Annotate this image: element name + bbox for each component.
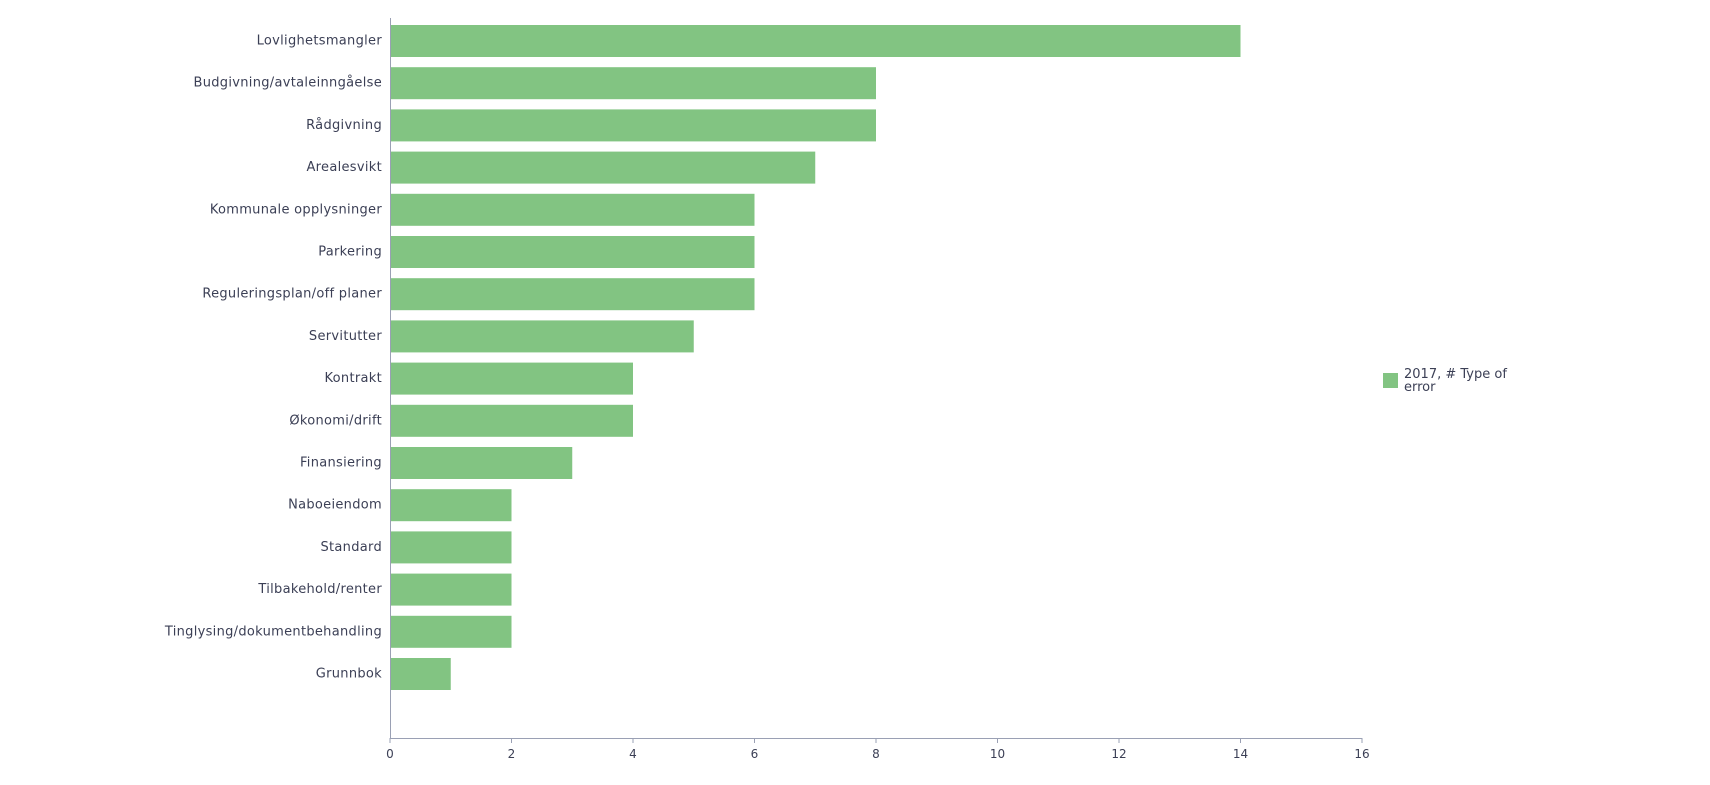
- legend-swatch[interactable]: [1383, 373, 1398, 388]
- bar[interactable]: [391, 193, 755, 226]
- bars-group: [391, 25, 1241, 690]
- x-tick-label: 10: [990, 747, 1005, 761]
- bar[interactable]: [391, 658, 451, 690]
- x-tick-label: 4: [629, 747, 637, 761]
- legend[interactable]: 2017, # Type of error: [1383, 367, 1507, 395]
- bar[interactable]: [391, 489, 512, 522]
- x-tick-label: 2: [508, 747, 516, 761]
- category-label: Budgivning/avtaleinngåelse: [193, 76, 382, 91]
- category-label: Tilbakehold/renter: [257, 582, 382, 597]
- bar[interactable]: [391, 573, 512, 606]
- category-label: Naboeiendom: [288, 498, 382, 513]
- x-tick-label: 14: [1233, 747, 1248, 761]
- bar[interactable]: [391, 531, 512, 564]
- category-label: Arealesvikt: [306, 160, 382, 175]
- x-tick-label: 16: [1354, 747, 1369, 761]
- bar[interactable]: [391, 25, 1241, 57]
- category-label: Standard: [320, 540, 382, 555]
- legend-label-continued[interactable]: error: [1404, 380, 1436, 395]
- x-tick-label: 12: [1111, 747, 1126, 761]
- x-tick-label: 0: [386, 747, 394, 761]
- category-label: Rådgivning: [306, 118, 382, 133]
- bar[interactable]: [391, 278, 755, 311]
- bar[interactable]: [391, 151, 816, 184]
- category-label: Kommunale opplysninger: [210, 202, 383, 217]
- category-label: Kontrakt: [324, 371, 382, 386]
- category-label: Grunnbok: [316, 667, 382, 682]
- category-label: Lovlighetsmangler: [257, 34, 383, 49]
- category-label: Parkering: [318, 245, 382, 260]
- x-tick-labels: 0 2 4 6 8 10 12 14 16: [386, 738, 1370, 761]
- category-label: Reguleringsplan/off planer: [202, 287, 382, 302]
- bar[interactable]: [391, 404, 633, 437]
- category-label: Servitutter: [309, 329, 382, 344]
- category-label: Finansiering: [300, 456, 382, 471]
- bar[interactable]: [391, 362, 633, 395]
- category-labels: Lovlighetsmangler Budgivning/avtaleinngåe…: [164, 34, 382, 682]
- bar[interactable]: [391, 109, 876, 142]
- legend-label[interactable]: 2017, # Type of: [1404, 367, 1507, 382]
- category-label: Økonomi/drift: [289, 413, 382, 428]
- x-tick-label: 6: [751, 747, 759, 761]
- bar[interactable]: [391, 447, 573, 479]
- bar[interactable]: [391, 67, 876, 100]
- bar[interactable]: [391, 320, 694, 353]
- bar[interactable]: [391, 615, 512, 648]
- category-label: Tinglysing/dokumentbehandling: [164, 624, 382, 639]
- x-tick-label: 8: [872, 747, 880, 761]
- bar[interactable]: [391, 236, 755, 268]
